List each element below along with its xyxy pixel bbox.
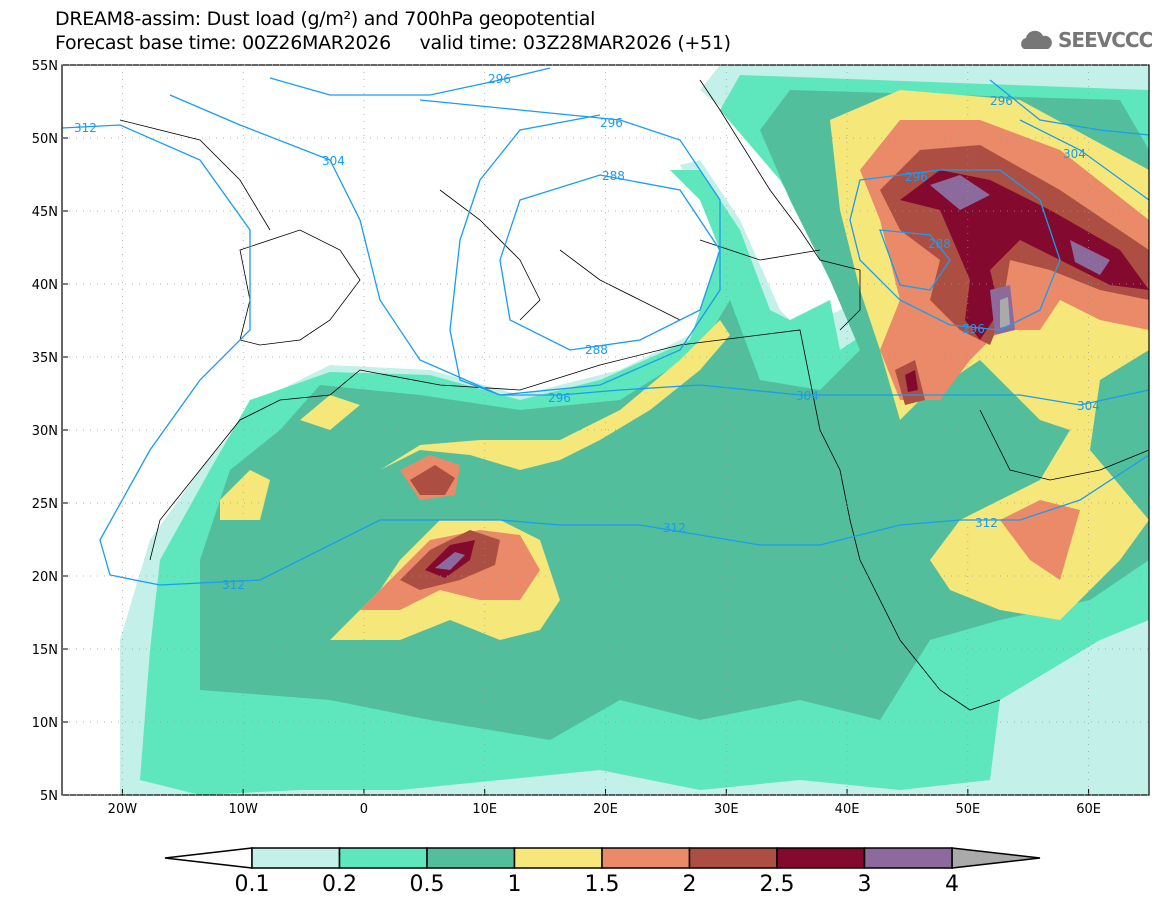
colorbar-level-label: 0.1 [235,872,270,897]
lon-label: 40E [835,802,860,817]
contour-label: 288 [602,169,625,183]
lat-label: 15N [32,643,58,658]
dust-level-2.5 [425,170,1149,578]
lat-label: 40N [32,278,58,293]
coastlines [119,79,1149,711]
contour-label: 296 [548,391,571,405]
contour-label: 296 [990,94,1013,108]
lat-label: 55N [32,59,58,74]
colorbar-level-label: 0.5 [410,872,445,897]
contour-label: 312 [74,121,97,135]
lon-label: 20E [593,802,618,817]
colorbar-level-label: 2 [683,872,697,897]
lon-label: 20W [108,802,138,817]
colorbar-swatch [688,847,778,869]
lat-label: 25N [32,497,58,512]
colorbar-over-triangle [951,847,1041,869]
lat-label: 35N [32,351,58,366]
contour-label: 312 [222,578,245,592]
lon-label: 60E [1076,802,1101,817]
colorbar-level-label: 1 [508,872,522,897]
lat-label: 30N [32,424,58,439]
contour-label: 312 [975,516,998,530]
cloud-icon [1021,30,1052,49]
contour-label: 288 [585,343,608,357]
contour-label: 296 [488,72,511,86]
lat-label: 5N [40,789,58,804]
lat-label: 50N [32,132,58,147]
lon-label: 10E [472,802,497,817]
contour-label: 312 [663,521,686,535]
colorbar-swatch [601,847,691,869]
colorbar-swatch [863,847,953,869]
colorbar-level-label: 3 [858,872,872,897]
forecast-time-subtitle: Forecast base time: 00Z26MAR2026 valid t… [55,32,731,54]
contour-label: 296 [905,170,928,184]
dust-fields: 312 304 296 288 296 288 296 304 312 312 … [62,65,1149,795]
colorbar-level-label: 1.5 [585,872,620,897]
geopotential-contours [62,67,1149,586]
figure-title: DREAM8-assim: Dust load (g/m²) and 700hP… [55,8,596,30]
colorbar-under-triangle [164,847,253,869]
colorbar-level-label: 0.2 [322,872,357,897]
colorbar-swatch [426,847,516,869]
dust-level-4 [1000,297,1010,328]
colorbar-swatch [338,847,428,869]
lat-label: 20N [32,570,58,585]
lat-label: 45N [32,205,58,220]
seevccc-logo: SEEVCCC [1018,28,1153,52]
map-axes: 55N 50N 45N 40N 35N 30N 25N 20N 15N 10N 5N 20W 10W 0 1… [32,59,1149,817]
contour-label: 296 [962,322,985,336]
colorbar-swatch [251,847,341,869]
contour-label: 296 [600,116,623,130]
lon-label: 10W [228,802,258,817]
contour-labels: 312 304 296 288 296 288 296 304 312 312 … [74,72,1100,592]
lon-label: 30E [714,802,739,817]
contour-label: 288 [928,237,951,251]
contour-label: 304 [1063,147,1086,161]
colorbar-level-label: 2.5 [760,872,795,897]
colorbar-swatch [776,847,866,869]
colorbar: 0.1 0.2 0.5 1 1.5 2 2.5 3 4 [164,847,1041,897]
contour-label: 304 [322,154,345,168]
logo-text: SEEVCCC [1058,28,1153,52]
lon-label: 0 [360,802,368,817]
colorbar-level-label: 4 [945,872,959,897]
contour-label: 304 [1077,399,1100,413]
contour-label: 304 [796,389,819,403]
colorbar-swatch [513,847,603,869]
lon-label: 50E [955,802,980,817]
lat-label: 10N [32,716,58,731]
